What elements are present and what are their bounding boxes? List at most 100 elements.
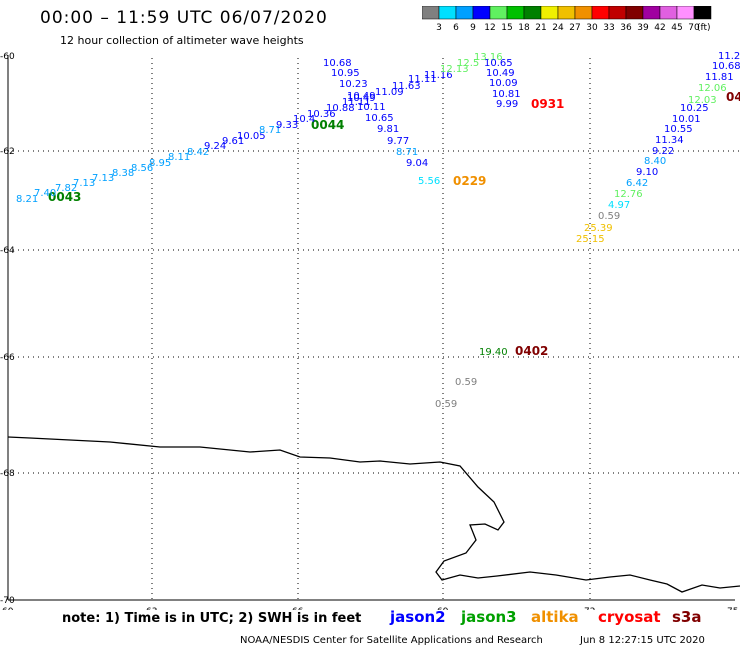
wave-height-legend: 3 6 9 12 15 18 21 24 27 30 33 36 39 42 45 70(ft) — [422, 6, 712, 33]
wave-value: 4.97 — [608, 200, 630, 211]
lat-label: -70 — [0, 596, 15, 606]
wave-value: 9.77 — [387, 136, 409, 147]
legend-label: 30 — [586, 23, 598, 33]
lon-label: 75 — [727, 607, 738, 610]
lon-label: 66 — [292, 607, 304, 610]
wave-value: 25.15 — [576, 234, 605, 245]
legend-label: 18 — [518, 23, 530, 33]
wave-value: 8.71 — [259, 125, 281, 136]
wave-value: 9.81 — [377, 124, 399, 135]
wave-value: 10.09 — [489, 78, 518, 89]
footer-note: note: 1) Time is in UTC; 2) SWH is in fe… — [62, 611, 362, 626]
legend-label: 33 — [603, 23, 614, 33]
wave-value: 25.39 — [584, 223, 613, 234]
lat-label: -62 — [0, 147, 15, 157]
satellite-altika: altika — [531, 608, 579, 626]
credit-text: NOAA/NESDIS Center for Satellite Applica… — [240, 635, 543, 646]
graticule — [8, 58, 740, 600]
legend-label: 12 — [484, 23, 495, 33]
wave-value: 0.59 — [455, 377, 477, 388]
lon-label: 60 — [2, 607, 14, 610]
wave-value: 10.65 — [365, 113, 394, 124]
pass-time-label: 0402 — [515, 344, 548, 358]
wave-value: 12.76 — [614, 189, 643, 200]
pass-time-label: 04 — [726, 90, 740, 104]
wave-value: 0.59 — [435, 399, 457, 410]
lat-label: -66 — [0, 353, 15, 363]
wave-value: 10.11 — [357, 102, 386, 113]
pass-time-label: 0229 — [453, 174, 486, 188]
wave-value: 10.36 — [307, 109, 336, 120]
lat-label: -64 — [0, 246, 15, 256]
wave-value: 12.5 — [457, 58, 479, 69]
pass-time-label: 0931 — [531, 97, 564, 111]
wave-value: 7.13 — [73, 178, 95, 189]
wave-value: 10.65 — [484, 58, 513, 69]
satellite-jason2: jason2 — [390, 608, 446, 626]
wave-value: 9.24 — [204, 141, 226, 152]
wave-value: 8.56 — [131, 163, 153, 174]
wave-value: 8.71 — [396, 147, 418, 158]
legend-label: 9 — [470, 23, 476, 33]
lon-label: 69 — [437, 607, 449, 610]
legend-label: 70 — [688, 23, 700, 33]
wave-value: 8.11 — [168, 152, 190, 163]
legend-label: 45 — [671, 23, 682, 33]
wave-value: 12.13 — [440, 64, 469, 75]
generated-timestamp: Jun 8 12:27:15 UTC 2020 — [580, 635, 705, 646]
pass-time-label: 0043 — [48, 190, 81, 204]
wave-value: 11.11 — [408, 74, 437, 85]
legend-label: 42 — [654, 23, 665, 33]
wave-value: 11.2 — [718, 51, 740, 62]
wave-value: 9.61 — [222, 136, 244, 147]
satellite-cryosat: cryosat — [598, 608, 661, 626]
wave-value: 10.68 — [323, 58, 352, 69]
wave-value: 11.63 — [392, 81, 421, 92]
wave-value: 0.59 — [598, 211, 620, 222]
antarctic-coastline — [7, 436, 740, 593]
wave-value: 12.03 — [688, 95, 717, 106]
legend-label: 15 — [501, 23, 512, 33]
wave-value: 7.13 — [92, 173, 114, 184]
wave-value: 12.06 — [698, 83, 727, 94]
wave-value: 13.16 — [474, 52, 503, 63]
legend-swatch — [693, 6, 712, 20]
lat-label: -60 — [0, 52, 15, 62]
wave-value: 8.40 — [644, 156, 666, 167]
legend-label: 3 — [436, 23, 442, 33]
lon-label: 72 — [584, 607, 595, 610]
wave-value: 10.25 — [680, 103, 709, 114]
wave-value: 10.55 — [664, 124, 693, 135]
legend-label: 21 — [535, 23, 546, 33]
wave-value: 8.42 — [187, 147, 209, 158]
legend-unit: (ft) — [697, 23, 711, 33]
legend-label: 39 — [637, 23, 649, 33]
legend-label: 36 — [620, 23, 632, 33]
wave-value: 7.82 — [55, 183, 77, 194]
wave-value: 10.49 — [347, 91, 376, 102]
wave-value: 11.09 — [375, 87, 404, 98]
lat-label: -68 — [0, 469, 15, 479]
wave-value: 10.95 — [331, 68, 360, 79]
wave-value: 10.05 — [237, 131, 266, 142]
pass-time-label: 0044 — [311, 118, 344, 132]
wave-value: 11.11 — [342, 97, 371, 108]
satellite-s3a: s3a — [672, 608, 702, 626]
wave-value: 9.04 — [406, 158, 428, 169]
legend-label: 27 — [569, 23, 580, 33]
wave-value: 11.16 — [424, 70, 453, 81]
wave-value: 10.01 — [672, 114, 701, 125]
wave-value: 7.40 — [34, 188, 56, 199]
legend-label: 6 — [453, 23, 459, 33]
wave-value: 10.88 — [326, 103, 355, 114]
wave-value: 8.95 — [149, 158, 171, 169]
lon-label: 63 — [146, 607, 157, 610]
wave-value: 10.81 — [492, 89, 521, 100]
wave-value: 10.68 — [712, 61, 740, 72]
wave-value: 9.33 — [276, 120, 298, 131]
wave-value: 9.22 — [652, 146, 674, 157]
wave-value: 5.56 — [418, 176, 440, 187]
wave-value: 19.40 — [479, 347, 508, 358]
wave-value: 10.4 — [293, 114, 315, 125]
map-title: 00:00 – 11:59 UTC 06/07/2020 — [40, 8, 328, 28]
